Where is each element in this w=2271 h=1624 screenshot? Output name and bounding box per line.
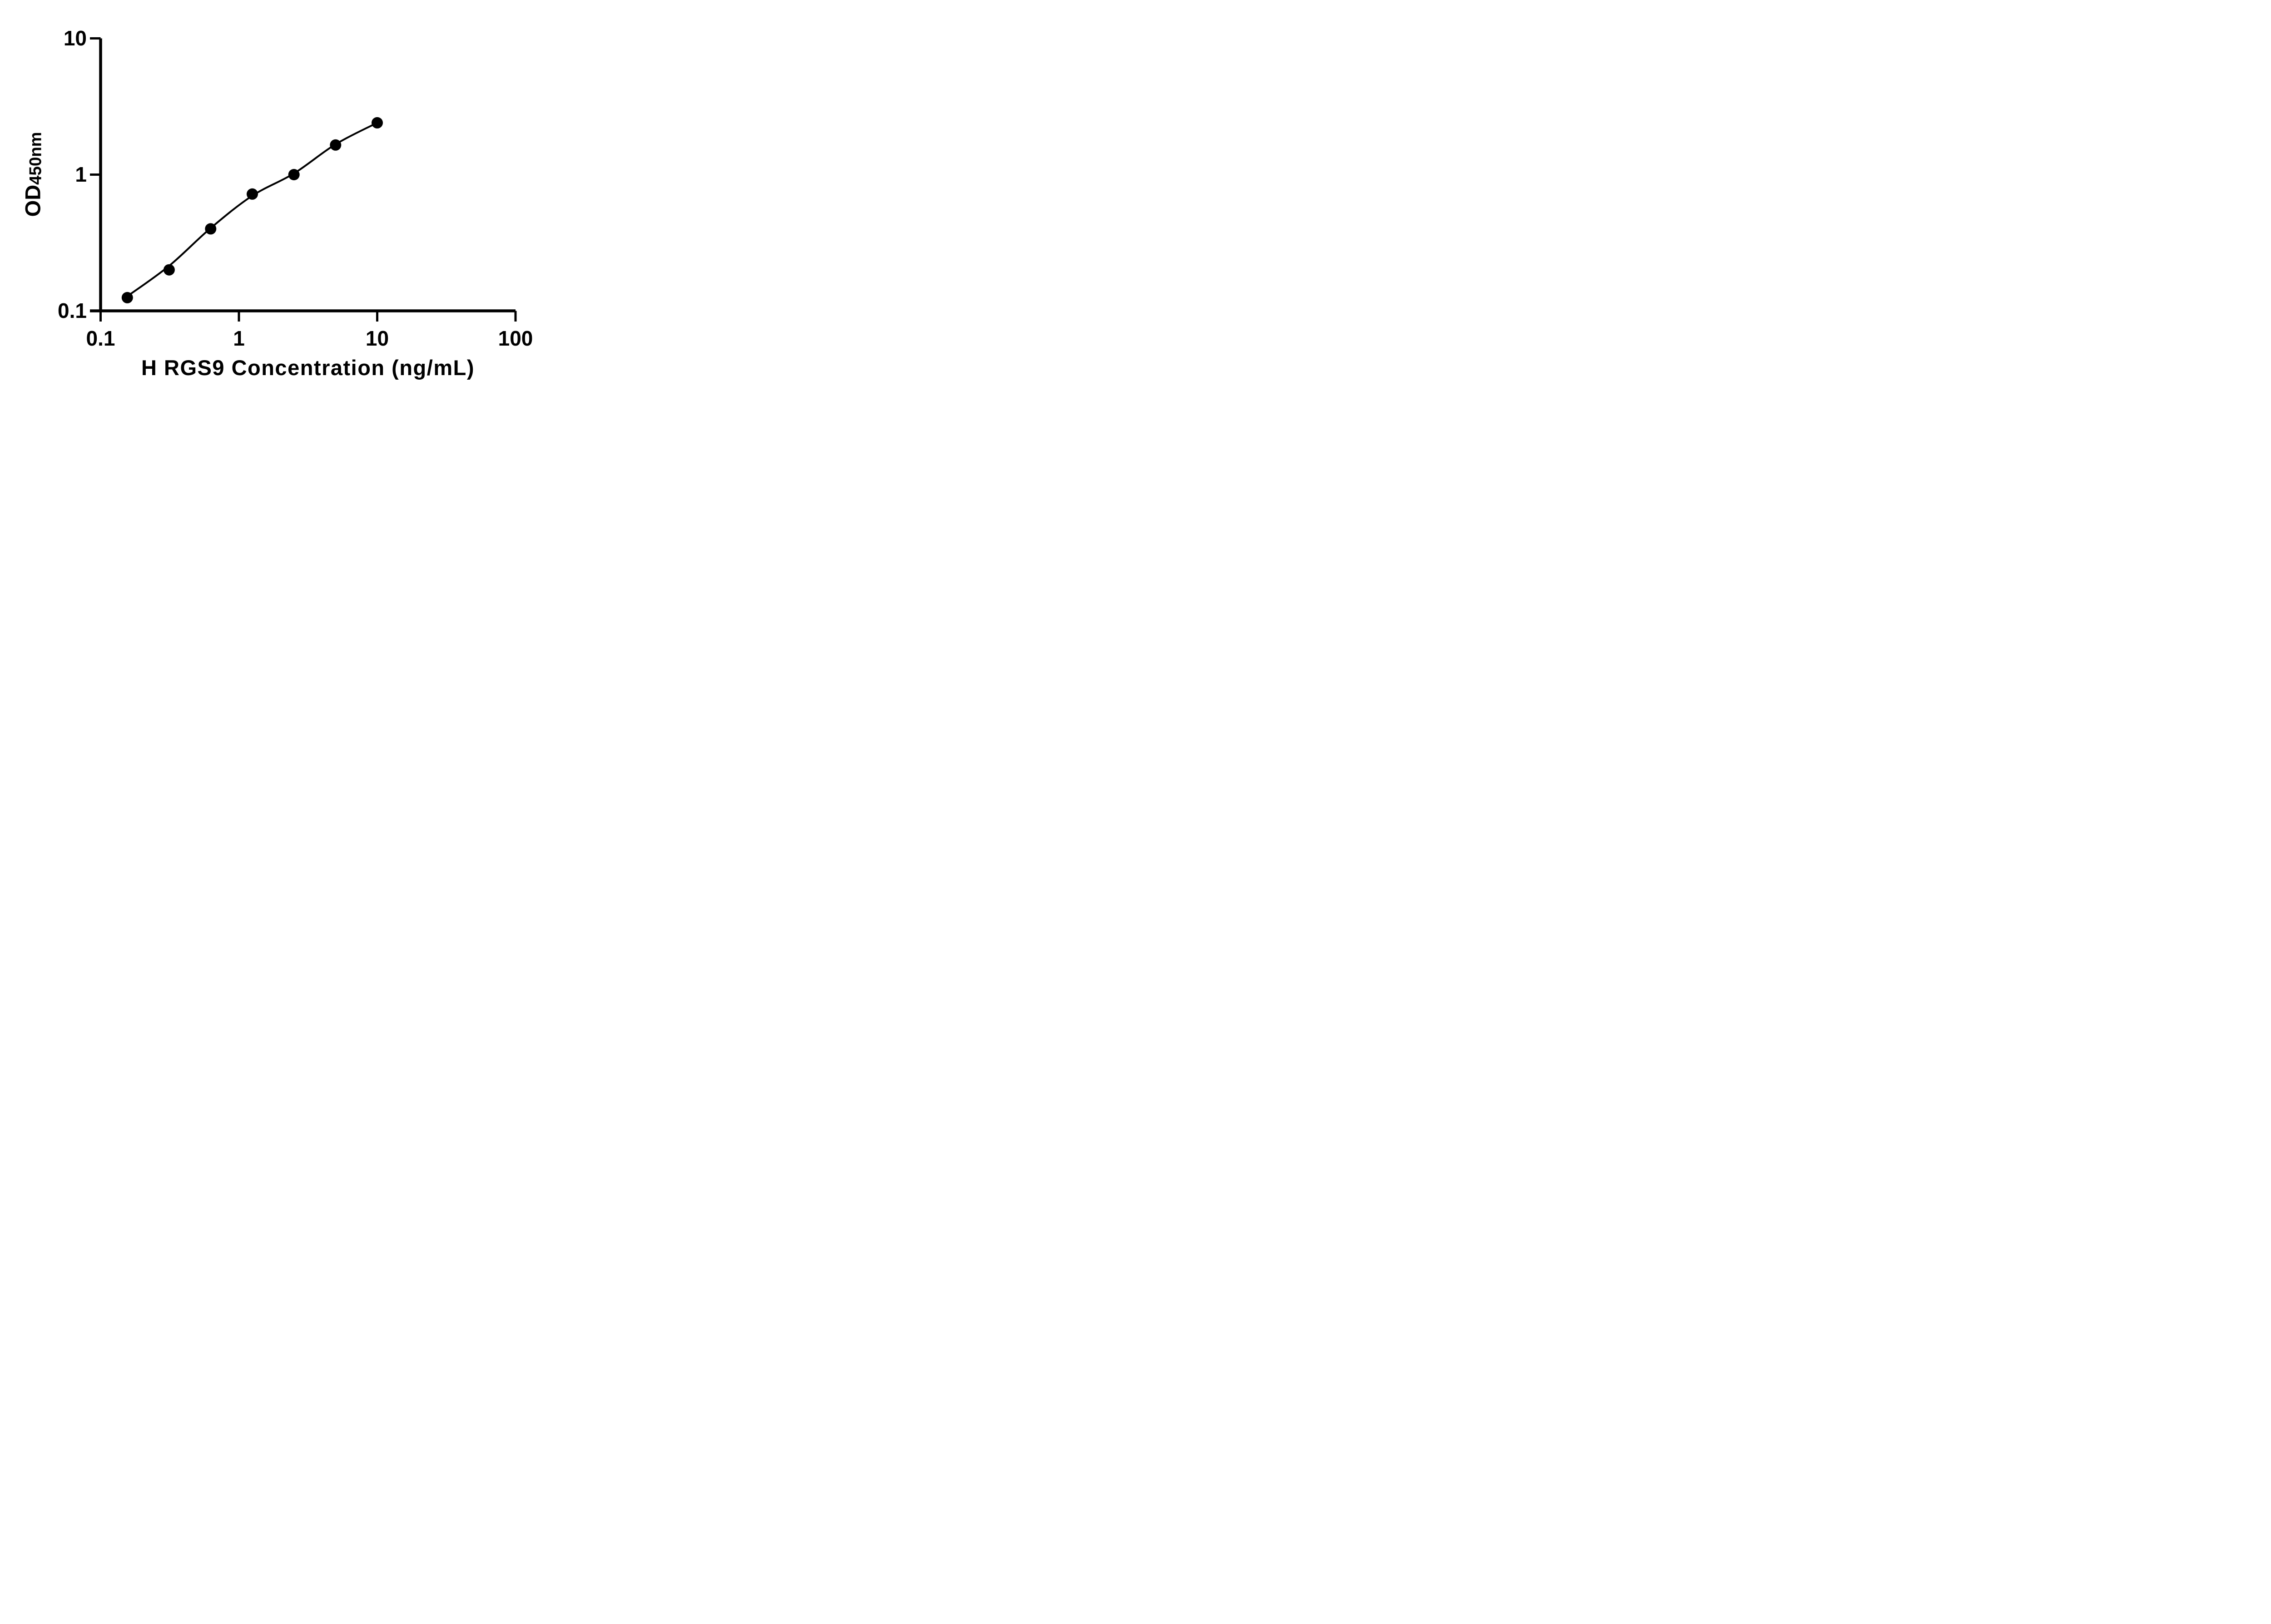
x-tick-label-100: 100	[498, 327, 533, 350]
data-point	[288, 169, 300, 180]
data-point	[121, 292, 133, 303]
y-axis-title-subscript: 450nm	[26, 132, 45, 185]
x-tick-label-0.1: 0.1	[86, 327, 115, 350]
data-point	[247, 188, 258, 200]
x-axis-title: H RGS9 Concentration (ng/mL)	[141, 356, 475, 380]
y-tick-label-1: 1	[75, 162, 87, 186]
y-tick-label-0.1: 0.1	[58, 298, 87, 322]
y-axis-title: OD450nm	[20, 132, 45, 217]
data-point	[372, 117, 383, 129]
x-tick-label-10: 10	[365, 327, 389, 350]
y-axis-title-main: OD	[20, 184, 45, 217]
data-point	[163, 264, 175, 276]
elisa-standard-curve-figure: 0.1 1 10 0.1 1 10 100 H RGS9 Concentrati…	[0, 0, 572, 406]
plot-area	[90, 37, 517, 322]
data-point	[205, 223, 217, 235]
y-tick-label-10: 10	[63, 26, 87, 50]
data-point	[330, 139, 342, 151]
x-tick-label-1: 1	[233, 327, 245, 350]
